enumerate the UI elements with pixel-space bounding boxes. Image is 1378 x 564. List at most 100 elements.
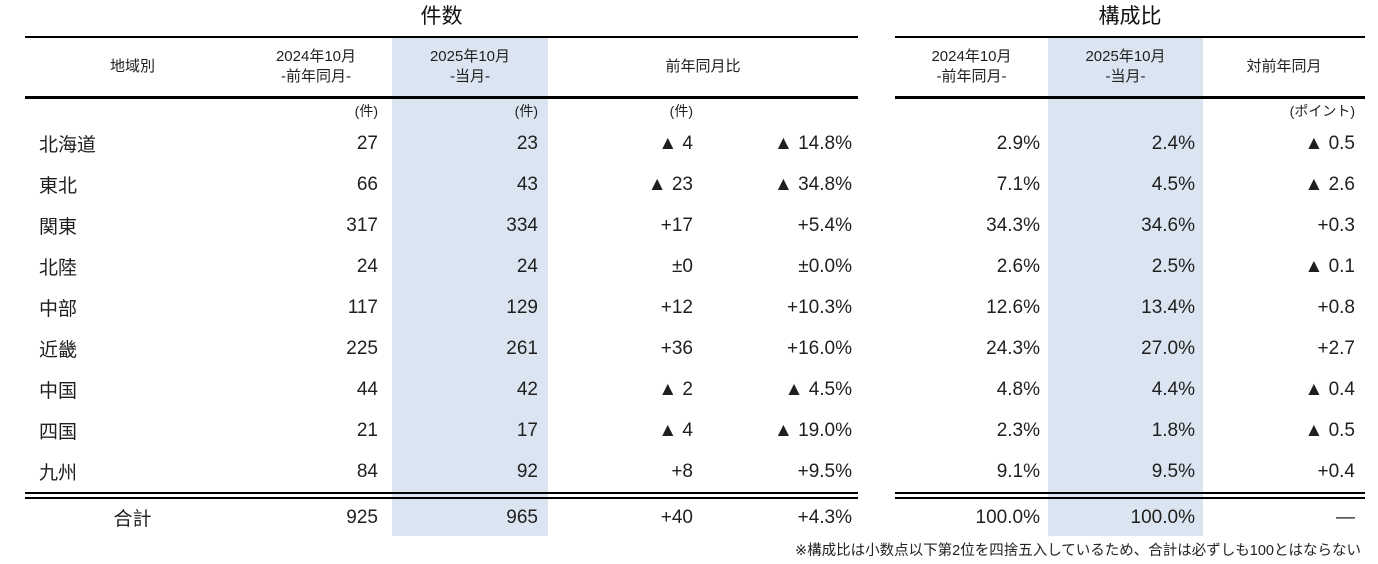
share-point-diff: ▲ 2.6 — [1304, 173, 1356, 195]
share-2025: 2.4% — [1151, 132, 1195, 154]
region-label: 関東 — [39, 217, 78, 238]
diff-percent: +5.4% — [797, 214, 852, 236]
table-row: 中部 117 129 +12 +10.3% — [25, 287, 858, 328]
total-diff-percent: +4.3% — [797, 506, 852, 528]
table-row: 24.3% 27.0% +2.7 — [895, 328, 1365, 369]
share-2024: 12.6% — [986, 296, 1040, 318]
count-2025: 92 — [516, 460, 538, 482]
total-separator-double-rule — [25, 492, 858, 499]
table-row: 4.8% 4.4% ▲ 0.4 — [895, 369, 1365, 410]
region-label: 九州 — [39, 463, 78, 484]
share-2025: 13.4% — [1141, 296, 1195, 318]
count-table: 件数 地域別 2024年10月 -前年同月- 2025年10月 -当月- 前年同… — [25, 0, 858, 536]
header-yoy-point-diff: 対前年同月 — [1246, 57, 1322, 75]
share-point-diff: +0.3 — [1317, 214, 1355, 236]
diff-count: +17 — [660, 214, 693, 236]
share-point-diff: +2.7 — [1317, 337, 1355, 359]
share-2024: 4.8% — [996, 378, 1040, 400]
table-row: 7.1% 4.5% ▲ 2.6 — [895, 164, 1365, 205]
share-table-body: 2.9% 2.4% ▲ 0.5 7.1% 4.5% ▲ 2.6 34.3% 34… — [895, 123, 1365, 492]
table-row: 近畿 225 261 +36 +16.0% — [25, 328, 858, 369]
count-2024: 24 — [356, 255, 378, 277]
share-2025: 9.5% — [1151, 460, 1195, 482]
share-table: 構成比 2024年10月 -前年同月- 2025年10月 -当月- 対前年同月 … — [895, 0, 1365, 536]
share-2025: 4.4% — [1151, 378, 1195, 400]
share-2025: 27.0% — [1141, 337, 1195, 359]
region-label: 近畿 — [39, 340, 78, 361]
unit-2025: (件) — [514, 103, 538, 119]
diff-percent: ▲ 19.0% — [774, 419, 852, 441]
diff-percent: ±0.0% — [798, 255, 852, 277]
share-point-diff: ▲ 0.5 — [1304, 132, 1356, 154]
share-point-diff: ▲ 0.5 — [1304, 419, 1356, 441]
total-2025: 965 — [506, 506, 538, 528]
diff-count: ▲ 4 — [658, 132, 693, 154]
count-2025: 17 — [516, 419, 538, 441]
count-2024: 44 — [356, 378, 378, 400]
region-label: 北陸 — [39, 258, 78, 279]
table-row: 9.1% 9.5% +0.4 — [895, 451, 1365, 492]
table-row: 中国 44 42 ▲ 2 ▲ 4.5% — [25, 369, 858, 410]
total-2024: 925 — [346, 506, 378, 528]
share-2024: 2.3% — [996, 419, 1040, 441]
header-region: 地域別 — [109, 57, 155, 75]
region-label: 東北 — [39, 176, 78, 197]
share-2025: 1.8% — [1151, 419, 1195, 441]
diff-percent: +9.5% — [797, 460, 852, 482]
count-2024: 66 — [356, 173, 378, 195]
count-2024: 317 — [346, 214, 378, 236]
count-table-title: 件数 — [420, 5, 463, 28]
total-diff-count: +40 — [660, 506, 693, 528]
count-2024: 225 — [346, 337, 378, 359]
share-2025: 34.6% — [1141, 214, 1195, 236]
share-2024: 7.1% — [996, 173, 1040, 195]
count-2025: 129 — [506, 296, 538, 318]
table-row: 北海道 27 23 ▲ 4 ▲ 14.8% — [25, 123, 858, 164]
table-row: 東北 66 43 ▲ 23 ▲ 34.8% — [25, 164, 858, 205]
table-row: 北陸 24 24 ±0 ±0.0% — [25, 246, 858, 287]
region-label: 北海道 — [39, 135, 97, 156]
diff-count: ±0 — [672, 255, 693, 277]
header-2025: 2025年10月 -当月- — [429, 47, 511, 85]
count-2024: 117 — [347, 296, 378, 318]
table-row: 関東 317 334 +17 +5.4% — [25, 205, 858, 246]
diff-percent: +10.3% — [787, 296, 852, 318]
region-label: 中国 — [39, 381, 78, 402]
count-2024: 27 — [356, 132, 378, 154]
count-units-row: (件) (件) (件) — [25, 99, 858, 123]
table-row: 2.3% 1.8% ▲ 0.5 — [895, 410, 1365, 451]
share-2024: 9.1% — [996, 460, 1040, 482]
diff-percent: ▲ 14.8% — [774, 132, 852, 154]
share-total-row: 100.0% 100.0% — — [895, 499, 1365, 536]
count-table-body: 北海道 27 23 ▲ 4 ▲ 14.8% 東北 66 43 ▲ 23 ▲ 34… — [25, 123, 858, 492]
region-label: 中部 — [39, 299, 78, 320]
count-total-row: 合計 925 965 +40 +4.3% — [25, 499, 858, 536]
total-share-2025: 100.0% — [1130, 506, 1195, 528]
unit-2024: (件) — [354, 103, 378, 119]
share-units-row: (ポイント) — [895, 99, 1365, 123]
count-table-header: 地域別 2024年10月 -前年同月- 2025年10月 -当月- 前年同月比 — [25, 36, 858, 99]
header-2025: 2025年10月 -当月- — [1085, 47, 1166, 85]
diff-percent: ▲ 4.5% — [784, 378, 852, 400]
unit-point: (ポイント) — [1289, 103, 1355, 119]
table-row: 九州 84 92 +8 +9.5% — [25, 451, 858, 492]
share-table-header: 2024年10月 -前年同月- 2025年10月 -当月- 対前年同月 — [895, 36, 1365, 99]
count-2025: 43 — [516, 173, 538, 195]
rounding-footnote: ※構成比は小数点以下第2位を四捨五入しているため、合計は必ずしも100とはならな… — [795, 543, 1361, 559]
count-2024: 84 — [356, 460, 378, 482]
diff-percent: +16.0% — [787, 337, 852, 359]
total-label: 合計 — [113, 509, 152, 530]
diff-count: ▲ 2 — [658, 378, 693, 400]
share-point-diff: ▲ 0.1 — [1304, 255, 1356, 277]
count-2025: 24 — [516, 255, 538, 277]
count-2024: 21 — [356, 419, 378, 441]
share-2024: 2.6% — [996, 255, 1040, 277]
share-2024: 24.3% — [986, 337, 1040, 359]
diff-count: ▲ 4 — [658, 419, 693, 441]
share-2025: 2.5% — [1151, 255, 1195, 277]
diff-count: ▲ 23 — [647, 173, 693, 195]
header-yoy-diff: 前年同月比 — [665, 57, 741, 75]
share-2024: 34.3% — [986, 214, 1040, 236]
table-row: 12.6% 13.4% +0.8 — [895, 287, 1365, 328]
